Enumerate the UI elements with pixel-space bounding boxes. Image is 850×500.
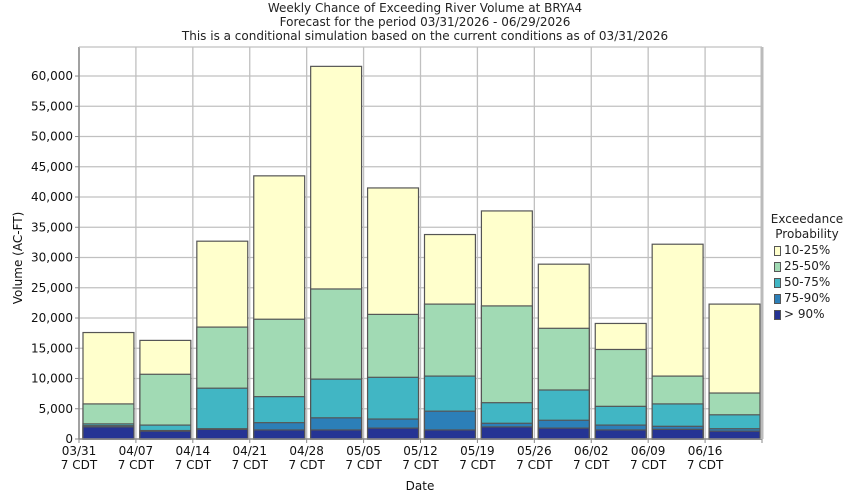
- legend-label: 50-75%: [784, 275, 831, 289]
- chart-subtitle-1: Forecast for the period 03/31/2026 - 06/…: [279, 15, 571, 29]
- legend-swatch: [774, 245, 781, 256]
- x-tick-sublabel: 7 CDT: [61, 458, 98, 472]
- legend-swatch: [774, 277, 781, 288]
- x-tick-label: 05/12: [403, 444, 438, 458]
- x-tick-label: 06/09: [631, 444, 666, 458]
- bar-segment-90-06-02: [594, 429, 647, 440]
- y-tick-label: 20,000: [31, 311, 73, 325]
- x-axis-label: Date: [406, 479, 435, 493]
- legend-swatch: [774, 261, 781, 272]
- legend-label: 75-90%: [784, 291, 831, 305]
- x-tick-sublabel: 7 CDT: [687, 458, 724, 472]
- x-tick-sublabel: 7 CDT: [118, 458, 155, 472]
- x-tick-sublabel: 7 CDT: [459, 458, 496, 472]
- bar-segment-90-05-19: [480, 426, 533, 440]
- y-tick-label: 50,000: [31, 130, 73, 144]
- bar-segment-90-06-09: [651, 428, 704, 440]
- y-tick-label: 45,000: [31, 160, 73, 174]
- bar-segment-90-03-31: [82, 426, 135, 440]
- x-tick-label: 06/02: [574, 444, 609, 458]
- x-tick-label: 04/28: [289, 444, 324, 458]
- legend-title-1: Exceedance: [770, 212, 844, 226]
- legend-item: 10-25%: [764, 243, 850, 258]
- bars: [82, 65, 761, 440]
- chart-title: Weekly Chance of Exceeding River Volume …: [267, 1, 583, 15]
- y-tick-label: 30,000: [31, 251, 73, 265]
- x-tick-label: 05/26: [517, 444, 552, 458]
- y-axis-label: Volume (AC-FT): [11, 212, 25, 305]
- legend-label: > 90%: [784, 307, 825, 321]
- x-tick-label: 03/31: [62, 444, 97, 458]
- x-tick-label: 04/14: [176, 444, 211, 458]
- bar-segment-90-04-28: [310, 429, 363, 440]
- x-tick-sublabel: 7 CDT: [630, 458, 667, 472]
- bar-segment-90-05-05: [366, 427, 420, 440]
- x-tick-label: 05/19: [460, 444, 495, 458]
- x-tick-sublabel: 7 CDT: [232, 458, 269, 472]
- chart-subtitle-2: This is a conditional simulation based o…: [181, 29, 669, 43]
- x-tick-label: 05/05: [346, 444, 381, 458]
- legend-item: 75-90%: [764, 291, 850, 306]
- legend: Exceedance Probability 10-25% 25-50% 50-75…: [764, 212, 850, 322]
- legend-title-2: Probability: [775, 227, 839, 241]
- legend-item: 25-50%: [764, 259, 850, 274]
- y-tick-label: 35,000: [31, 220, 73, 234]
- x-tick-label: 04/21: [232, 444, 267, 458]
- bar-segment-90-04-07: [139, 430, 192, 440]
- legend-swatch: [774, 309, 781, 320]
- x-tick-label: 04/07: [119, 444, 154, 458]
- y-axis-ticks: 0 5,000 10,000 15,000 20,000 25,000 30,000 35,0…: [31, 69, 79, 446]
- x-tick-sublabel: 7 CDT: [402, 458, 439, 472]
- y-tick-label: 15,000: [31, 341, 73, 355]
- x-tick-sublabel: 7 CDT: [516, 458, 553, 472]
- legend-item: 50-75%: [764, 275, 850, 290]
- legend-label: 25-50%: [784, 259, 831, 273]
- bar-segment-90-05-26: [537, 427, 590, 440]
- y-tick-label: 0: [65, 432, 73, 446]
- y-tick-label: 55,000: [31, 99, 73, 113]
- y-tick-label: 25,000: [31, 281, 73, 295]
- bar-segment-90-05-12: [423, 429, 477, 440]
- y-tick-label: 5,000: [39, 402, 73, 416]
- bar-segment-90-06-16: [708, 430, 761, 440]
- x-tick-sublabel: 7 CDT: [573, 458, 610, 472]
- x-tick-sublabel: 7 CDT: [288, 458, 325, 472]
- x-tick-sublabel: 7 CDT: [175, 458, 212, 472]
- bar-segment-90-04-21: [253, 429, 306, 440]
- y-tick-label: 40,000: [31, 190, 73, 204]
- legend-item: > 90%: [764, 307, 850, 322]
- x-tick-sublabel: 7 CDT: [345, 458, 382, 472]
- bar-segment-90-04-14: [196, 428, 249, 440]
- x-tick-label: 06/16: [688, 444, 723, 458]
- y-tick-label: 60,000: [31, 69, 73, 83]
- legend-label: 10-25%: [784, 243, 831, 257]
- legend-swatch: [774, 293, 781, 304]
- y-tick-label: 10,000: [31, 372, 73, 386]
